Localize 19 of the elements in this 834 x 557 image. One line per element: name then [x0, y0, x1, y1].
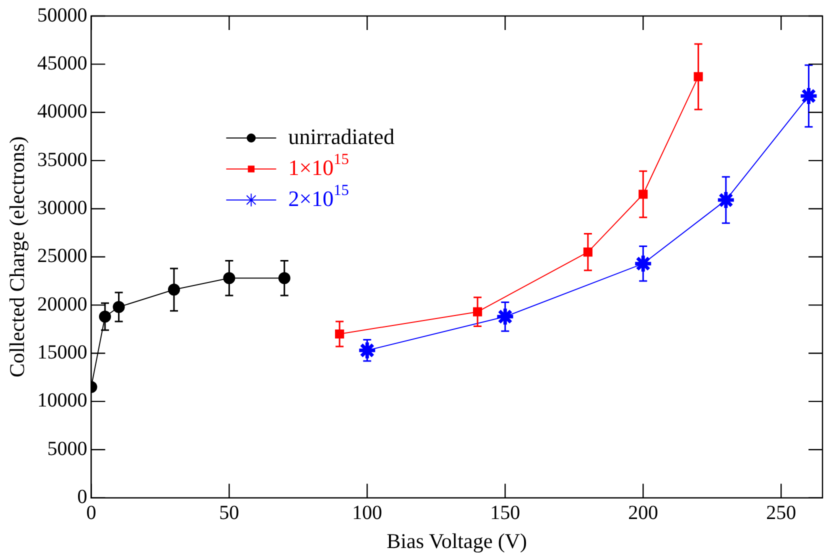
y-tick-label: 35000	[37, 148, 88, 171]
x-tick-label: 50	[219, 502, 240, 524]
y-tick-label: 10000	[37, 390, 88, 412]
x-tick-label: 100	[352, 502, 382, 524]
x-axis-title: Bias Voltage (V)	[386, 528, 528, 553]
x-tick-label: 200	[628, 502, 658, 524]
y-tick-label: 15000	[37, 342, 88, 364]
y-tick-label: 5000	[47, 438, 88, 460]
x-tick-label: 150	[490, 502, 520, 524]
y-tick-label: 50000	[37, 4, 88, 26]
x-tick-label: 250	[766, 502, 796, 524]
y-tick-label: 20000	[37, 293, 88, 316]
y-tick-label: 40000	[37, 100, 88, 123]
y-tick-label: 25000	[37, 245, 88, 268]
y-tick-label: 0	[77, 486, 88, 508]
y-tick-label: 45000	[37, 52, 88, 74]
legend-label: unirradiated	[288, 124, 394, 149]
y-tick-label: 30000	[37, 196, 88, 219]
y-axis-title: Collected Charge (electrons)	[5, 136, 30, 378]
